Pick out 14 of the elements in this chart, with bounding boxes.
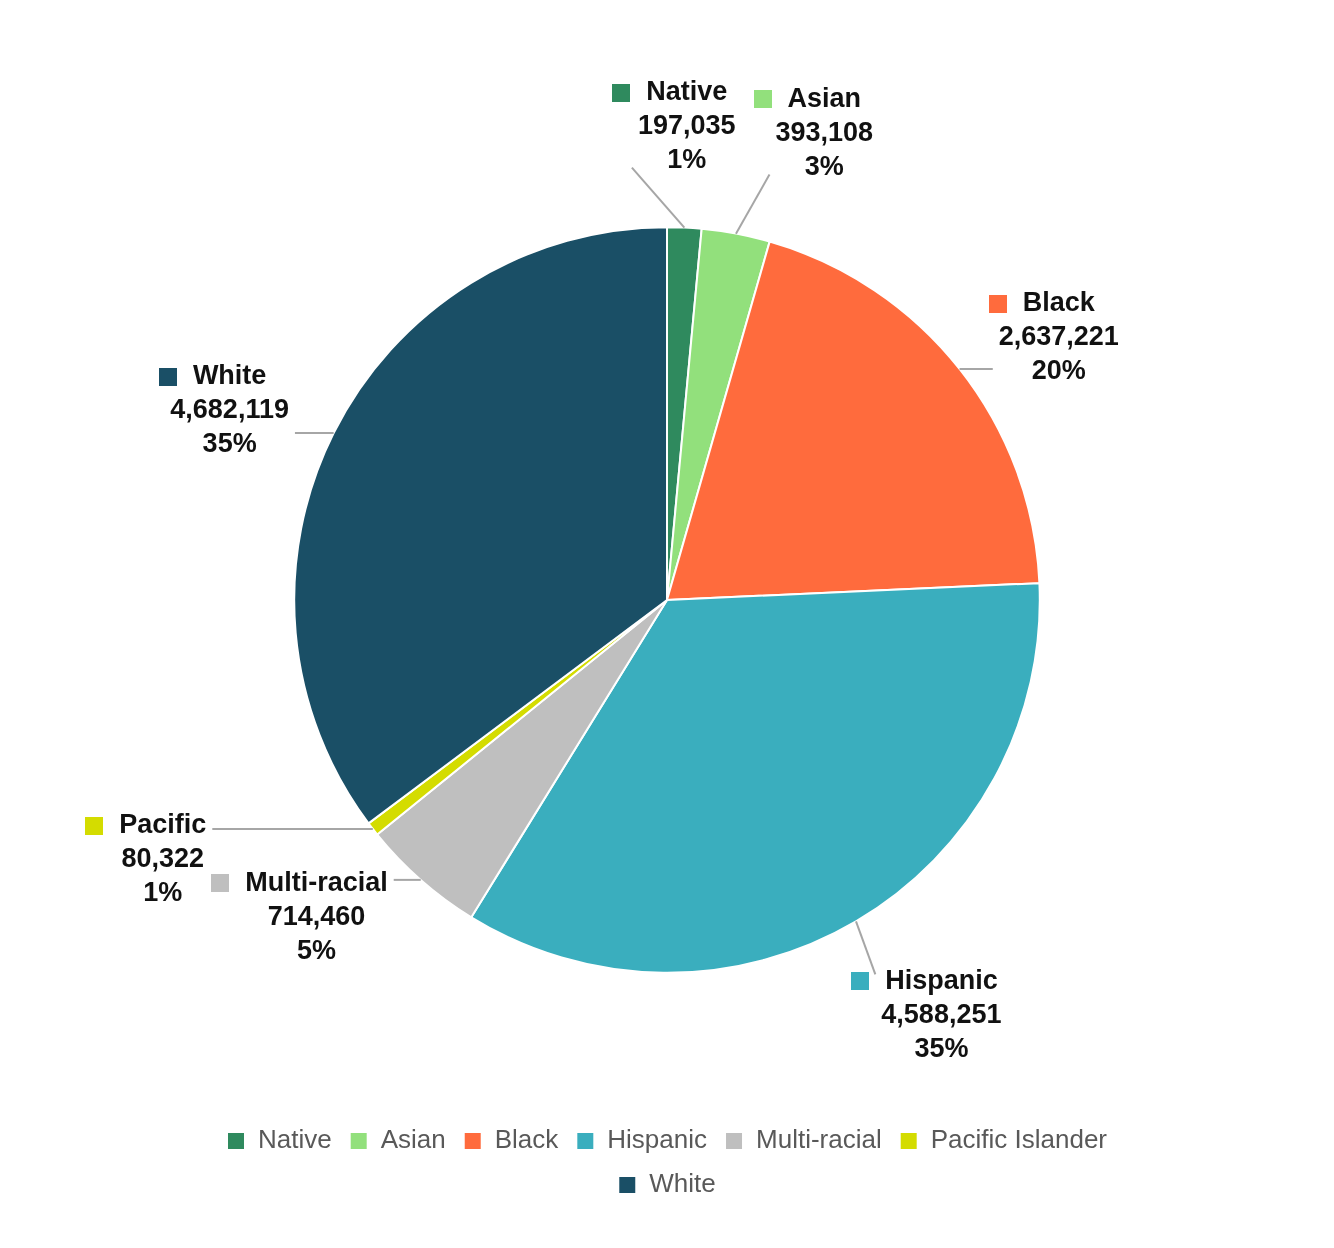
data-label: Multi-racial 714,460 5% [245,866,388,965]
data-label: Pacific 80,322 1% [119,809,207,908]
data-label: Hispanic 4,588,251 35% [881,964,1002,1063]
data-label: White 4,682,119 35% [170,360,289,459]
legend-label: Black [494,1124,560,1155]
legend-label: Pacific Islander [930,1124,1108,1155]
legend-label: White [649,1168,716,1199]
data-label: Native 197,035 1% [637,76,736,175]
data-label: Asian 393,108 3% [775,82,874,181]
legend-label: Native [258,1124,332,1155]
legend-label: Hispanic [607,1124,708,1155]
data-label: Black 2,637,221 20% [998,287,1119,386]
legend-label: Asian [380,1124,446,1155]
legend-label: Multi-racial [756,1124,882,1155]
